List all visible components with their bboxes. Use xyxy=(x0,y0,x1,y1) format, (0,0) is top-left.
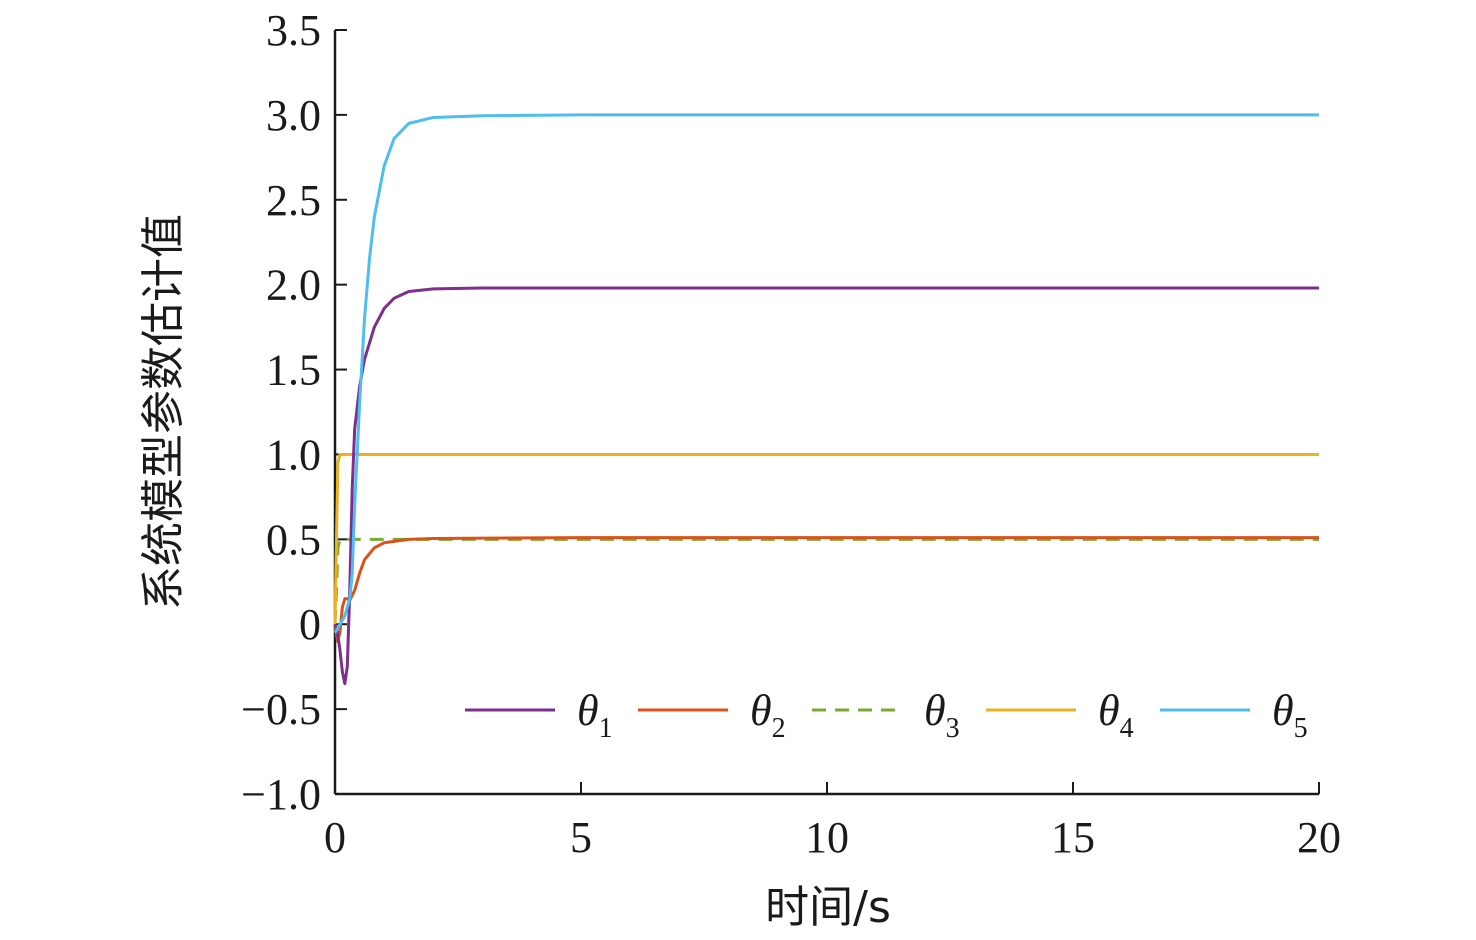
series-line-theta1 xyxy=(333,286,1319,686)
ticks: −1.0−0.500.51.01.52.02.53.03.50 5 10 15 20 xyxy=(241,6,1341,862)
legend-subscript: 2 xyxy=(772,713,786,744)
y-tick-label: −1.0 xyxy=(241,770,321,819)
legend-symbol: θ xyxy=(750,686,772,735)
series-line-theta2 xyxy=(333,536,1319,643)
axes xyxy=(333,30,1319,796)
legend-subscript: 1 xyxy=(599,713,613,744)
x-tick-label: 20 xyxy=(1297,813,1341,862)
legend-subscript: 4 xyxy=(1120,713,1134,744)
y-tick-label: 0.5 xyxy=(266,515,321,564)
legend-label-theta2: θ2 xyxy=(750,686,786,744)
series-lines xyxy=(333,113,1319,686)
y-tick-label: 0 xyxy=(299,600,321,649)
legend-label-theta4: θ4 xyxy=(1098,686,1134,744)
legend: θ1 θ2 θ3 θ4 θ5 xyxy=(465,686,1308,744)
series-line-theta4 xyxy=(333,452,1319,625)
legend-label-theta1: θ1 xyxy=(577,686,613,744)
x-axis-title: 时间/s xyxy=(765,882,891,933)
x-tick-label: 10 xyxy=(805,813,849,862)
legend-subscript: 5 xyxy=(1294,713,1308,744)
x-tick-label: 5 xyxy=(570,813,592,862)
y-tick-label: 2.0 xyxy=(266,261,321,310)
series-line-theta5 xyxy=(333,113,1319,634)
y-tick-label: 1.5 xyxy=(266,346,321,395)
y-tick-label: 2.5 xyxy=(266,176,321,225)
x-tick-label: 15 xyxy=(1051,813,1095,862)
legend-subscript: 3 xyxy=(946,713,960,744)
legend-symbol: θ xyxy=(1098,686,1120,735)
y-tick-label: 3.5 xyxy=(266,6,321,55)
legend-symbol: θ xyxy=(577,686,599,735)
y-tick-label: −0.5 xyxy=(241,685,321,734)
y-axis-title: 系统模型参数估计值 xyxy=(138,214,189,610)
legend-label-theta5: θ5 xyxy=(1272,686,1308,744)
legend-label-theta3: θ3 xyxy=(924,686,960,744)
series-line-theta3 xyxy=(333,537,1319,625)
y-tick-label: 3.0 xyxy=(266,91,321,140)
x-tick-label: 0 xyxy=(324,813,346,862)
y-tick-label: 1.0 xyxy=(266,430,321,479)
legend-symbol: θ xyxy=(1272,686,1294,735)
legend-symbol: θ xyxy=(924,686,946,735)
